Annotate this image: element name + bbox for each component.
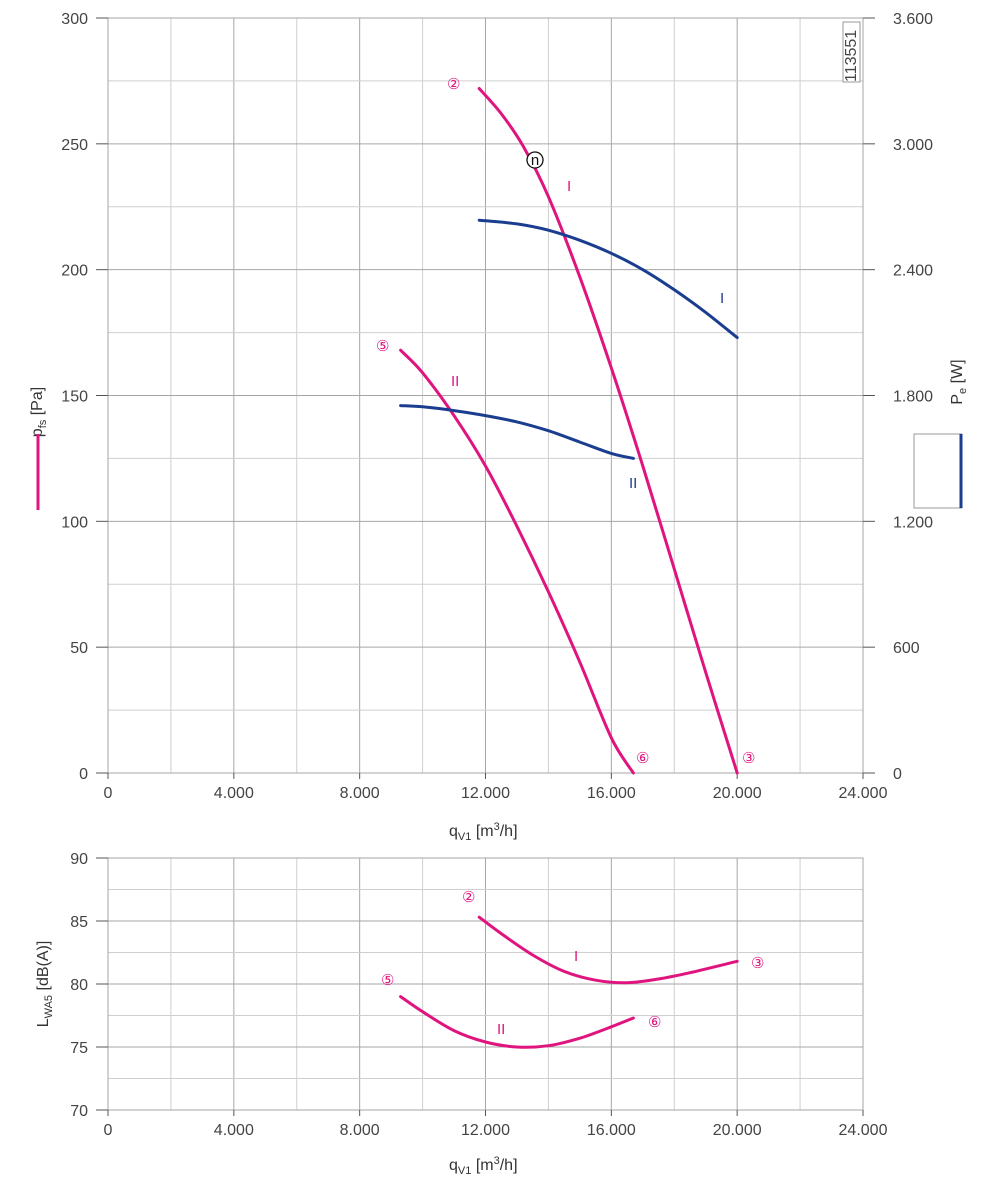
- top-y2-tick-label: 0: [893, 766, 902, 783]
- figure-id-box: [842, 21, 861, 83]
- label-ii-pressure: II: [451, 373, 459, 390]
- top-y2-title-unit: [W]: [949, 359, 966, 387]
- bottom-x-tick-label: 12.000: [461, 1122, 510, 1139]
- bottom-y-title-main: L: [35, 1018, 52, 1027]
- bottom-x-tick-label: 4.000: [214, 1122, 254, 1139]
- bottom-y-tick-label: 90: [70, 851, 88, 868]
- top-x-tick-label: 8.000: [340, 785, 380, 802]
- top-x-ticks: 0 4.000 8.000 12.000 16.000 20.000 24.000: [104, 773, 888, 802]
- top-power-curve-ii: [399, 404, 635, 460]
- svg-text:pfs [Pa]: pfs [Pa]: [29, 387, 49, 437]
- top-y2-tick-label: 600: [893, 640, 920, 657]
- bottom-x-axis-title: qV1 [m3/h]: [449, 1155, 518, 1177]
- bottom-x-tick-label: 20.000: [713, 1122, 762, 1139]
- bottom-y-axis-title: LWA5 [dB(A)]: [35, 941, 55, 1028]
- top-y2-tick-label: 3.600: [893, 11, 933, 28]
- marker-6-bottom: ⑥: [648, 1014, 661, 1031]
- bottom-y-tick-label: 70: [70, 1103, 88, 1120]
- top-grid: [107, 17, 864, 774]
- top-y2-title-main: P: [949, 394, 966, 405]
- top-pressure-curve-ii: [399, 348, 635, 775]
- bottom-x-title-unit: [m: [471, 1157, 493, 1174]
- bottom-x-title-sup: 3: [494, 1155, 500, 1167]
- top-y-tick-label: 200: [61, 263, 88, 280]
- top-power-curve-i: [477, 218, 739, 340]
- top-x-tick-label: 0: [104, 785, 113, 802]
- bottom-x-tick-label: 16.000: [587, 1122, 636, 1139]
- label-i-sound: I: [574, 948, 578, 965]
- svg-text:Pe [W]: Pe [W]: [949, 359, 969, 404]
- top-x-tick-label: 12.000: [461, 785, 510, 802]
- bottom-y-tick-label: 75: [70, 1040, 88, 1057]
- top-y-title-sub: fs: [37, 419, 49, 428]
- bottom-x-title-main: q: [449, 1157, 458, 1174]
- marker-3-top: ③: [742, 750, 755, 767]
- label-i-power: I: [720, 290, 724, 307]
- top-y-tick-label: 50: [70, 640, 88, 657]
- label-i-pressure: I: [567, 178, 571, 195]
- top-y2-axis-title: Pe [W]: [949, 359, 969, 404]
- svg-text:LWA5 [dB(A)]: LWA5 [dB(A)]: [35, 941, 55, 1028]
- top-x-tick-label: 24.000: [839, 785, 888, 802]
- top-y-tick-label: 300: [61, 11, 88, 28]
- label-ii-power: II: [629, 475, 637, 492]
- bottom-x-tick-label: 24.000: [839, 1122, 888, 1139]
- top-x-tick-label: 16.000: [587, 785, 636, 802]
- bottom-plot: 0 4.000 8.000 12.000 16.000 20.000 24.000 70 75…: [35, 851, 888, 1177]
- top-series: [399, 87, 739, 775]
- top-y2-tick-label: 2.400: [893, 263, 933, 280]
- label-ii-sound: II: [497, 1021, 505, 1038]
- bottom-series: [399, 915, 739, 1049]
- top-y-title-unit: [Pa]: [29, 387, 46, 420]
- top-plot: 0 4.000 8.000 12.000 16.000 20.000 24.000 0 50 1…: [29, 11, 969, 843]
- bottom-y-ticks: 70 75 80 85 90: [70, 851, 108, 1120]
- top-y2-tick-label: 1.800: [893, 389, 933, 406]
- power-legend-box: [913, 433, 963, 509]
- efficiency-marker-circle: [526, 151, 544, 169]
- top-y-axis-title: pfs [Pa]: [29, 387, 49, 437]
- top-x-title-main: q: [449, 823, 458, 840]
- bottom-x-tick-label: 0: [104, 1122, 113, 1139]
- top-x-title-sup: 3: [494, 821, 500, 833]
- figure-id: 113551: [843, 30, 860, 82]
- top-y-tick-label: 150: [61, 389, 88, 406]
- bottom-sound-curve-i: [477, 915, 739, 985]
- bottom-grid: [107, 857, 864, 1111]
- bottom-x-tick-label: 8.000: [340, 1122, 380, 1139]
- marker-5-bottom: ⑤: [381, 972, 394, 989]
- efficiency-marker: n: [531, 152, 539, 169]
- marker-5-top: ⑤: [376, 338, 389, 355]
- top-y-tick-label: 100: [61, 514, 88, 531]
- top-x-title-unit-end: /h]: [500, 823, 518, 840]
- bottom-x-title-unit-end: /h]: [500, 1157, 518, 1174]
- top-pressure-curve-i: [477, 87, 739, 775]
- top-y-tick-label: 250: [61, 137, 88, 154]
- top-x-tick-label: 4.000: [214, 785, 254, 802]
- top-y-title-main: p: [29, 428, 46, 437]
- bottom-y-title-sub: WA5: [43, 995, 55, 1018]
- bottom-sound-curve-ii: [399, 995, 635, 1049]
- marker-2-bottom: ②: [462, 889, 475, 906]
- top-y-ticks: 0 50 100 150 200 250 300: [61, 11, 108, 783]
- top-y2-title-sub: e: [957, 388, 969, 394]
- top-x-tick-label: 20.000: [713, 785, 762, 802]
- top-x-title-unit: [m: [471, 823, 493, 840]
- top-y2-tick-label: 3.000: [893, 137, 933, 154]
- top-y-tick-label: 0: [79, 766, 88, 783]
- marker-2-top: ②: [447, 76, 460, 93]
- bottom-y-title-unit: [dB(A)]: [35, 941, 52, 995]
- bottom-y-tick-label: 80: [70, 977, 88, 994]
- top-x-title-sub: V1: [458, 831, 471, 843]
- marker-3-bottom: ③: [751, 955, 764, 972]
- top-y2-tick-label: 1.200: [893, 514, 933, 531]
- marker-6-top: ⑥: [636, 750, 649, 767]
- top-x-axis-title: qV1 [m3/h]: [449, 821, 518, 843]
- bottom-x-title-sub: V1: [458, 1165, 471, 1177]
- bottom-x-ticks: 0 4.000 8.000 12.000 16.000 20.000 24.000: [104, 1110, 888, 1139]
- top-y2-ticks: 0 600 1.200 1.800 2.400 3.000 3.600: [863, 11, 933, 783]
- bottom-y-tick-label: 85: [70, 914, 88, 931]
